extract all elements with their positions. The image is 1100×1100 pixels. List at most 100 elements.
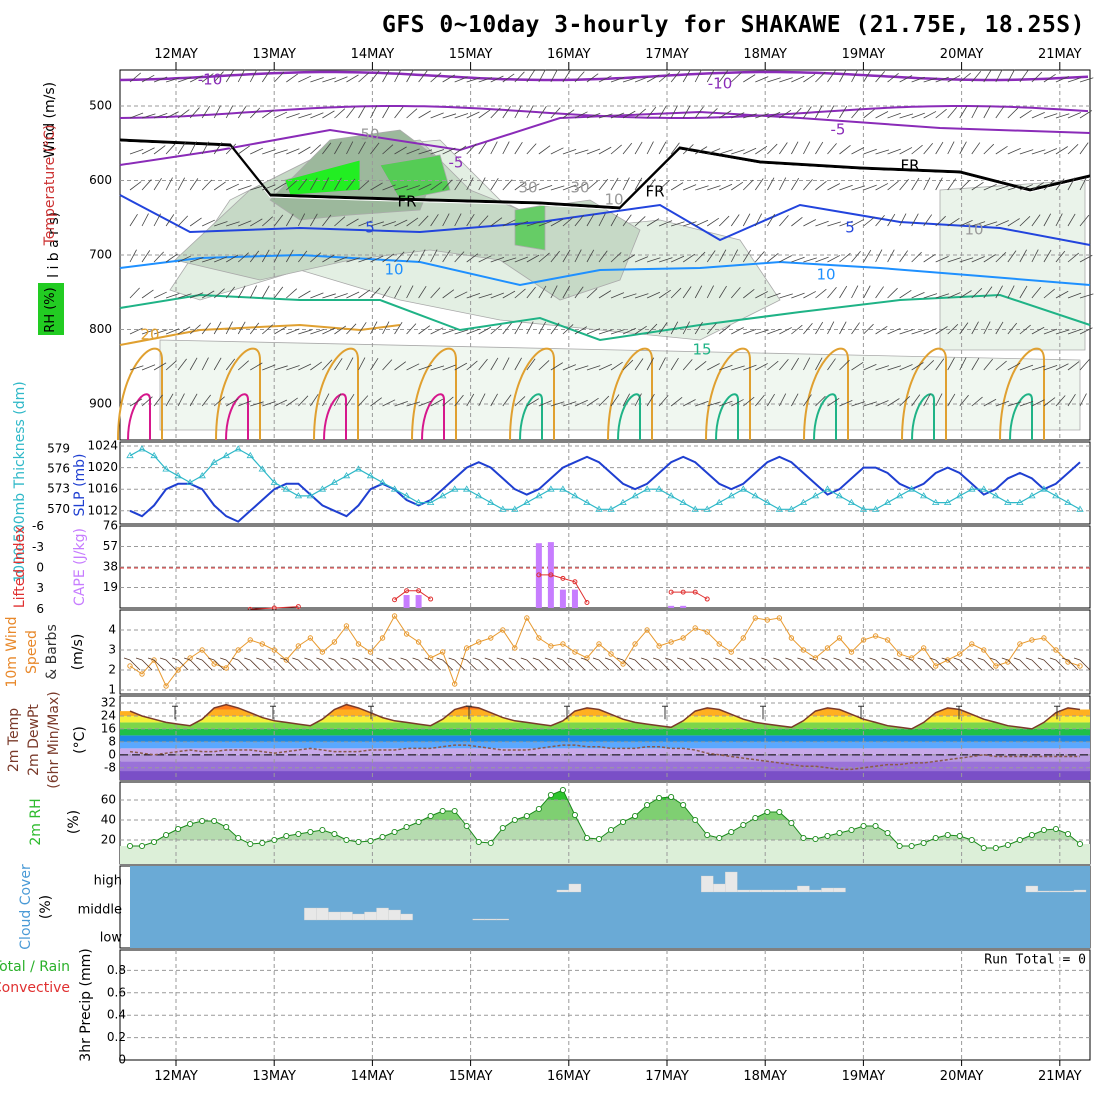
wind-barb: [298, 146, 311, 155]
wind-barb: [490, 357, 499, 371]
wind-barb: [1079, 393, 1087, 407]
wind-barb: [490, 75, 504, 83]
wind-barb: [863, 109, 875, 119]
wind-barb: [225, 286, 236, 299]
pressure-tick-label: 800: [89, 322, 112, 336]
surface-wind-barb: [358, 659, 369, 671]
surface-wind-barb: [430, 659, 441, 671]
temp-tick-label: -8: [104, 760, 116, 774]
bottom-date-label: 14MAY: [351, 1069, 395, 1084]
wind-barb: [129, 365, 144, 371]
wind-barb: [983, 105, 991, 119]
cape-tick-label: 57: [103, 539, 118, 553]
top-date-label: 17MAY: [645, 47, 689, 62]
rh-point: [451, 807, 458, 815]
thickness-point: [679, 498, 687, 506]
thickness-point: [727, 492, 736, 499]
wind-barb: [1019, 324, 1031, 335]
wind-barb: [959, 322, 969, 335]
wind-barb: [959, 72, 971, 83]
wind-barb: [514, 256, 529, 263]
wind-barb: [851, 251, 861, 263]
thickness-point: [571, 492, 579, 499]
wind-barb: [310, 394, 319, 407]
wind-barb: [875, 400, 889, 407]
wind-barb: [262, 109, 274, 119]
bottom-date-label: 13MAY: [252, 1069, 296, 1084]
wind-barb: [214, 256, 228, 263]
pressure-tick-label: 600: [89, 173, 112, 187]
wind-barb: [406, 69, 414, 83]
wind-barb: [718, 70, 728, 83]
wind-barb: [262, 149, 276, 155]
wind-barb: [1055, 178, 1065, 191]
rh-point: [355, 838, 362, 846]
rh-point: [475, 838, 482, 846]
isotherm-loop: [117, 347, 163, 441]
wind-barb: [322, 214, 332, 227]
surface-wind-barb-flag: [989, 657, 996, 661]
wind-barb: [430, 149, 445, 155]
wind-barb: [141, 113, 156, 119]
wind-barb: [478, 293, 493, 299]
wind-barb: [442, 289, 455, 299]
wind-barb: [454, 251, 465, 263]
wind-barb: [346, 218, 359, 227]
wind-barb: [454, 362, 468, 371]
pressure-tick-label: 700: [89, 248, 112, 262]
wind-barb: [682, 144, 694, 155]
wind-barb: [887, 73, 899, 83]
thickness-point: [1076, 505, 1084, 512]
wind-barb: [586, 148, 601, 155]
wind-barb: [261, 70, 271, 83]
wind-barb: [249, 285, 257, 299]
wind-barb: [418, 183, 432, 191]
wind-barb: [586, 365, 601, 371]
wind-barb: [490, 292, 504, 299]
surface-wind-barb-flag: [1013, 657, 1020, 661]
wind-barb: [202, 257, 216, 263]
surface-wind-barb-flag: [857, 657, 864, 661]
wind-barb: [370, 142, 380, 155]
surface-wind-barb: [502, 659, 514, 671]
wind-barb: [358, 180, 370, 191]
surface-wind-barb: [1055, 659, 1067, 671]
wind-barb: [249, 250, 260, 263]
wind-barb: [742, 249, 751, 263]
wind-barb: [1031, 249, 1039, 263]
cloud-bar: [833, 887, 846, 893]
wind-speed-point: [632, 641, 638, 647]
surface-wind-barb-flag: [652, 657, 660, 661]
rh-point: [235, 834, 242, 842]
wind-barb: [911, 177, 920, 191]
thickness-tick-label: 570: [47, 502, 70, 516]
wind-barb: [1043, 249, 1052, 263]
wind-barb: [827, 321, 835, 335]
wind-barb: [418, 325, 431, 335]
surface-wind-barb-flag: [1061, 657, 1069, 661]
wind-barb: [490, 393, 498, 407]
wind-barb: [213, 321, 222, 335]
wind-barb: [394, 285, 402, 299]
wind-barb: [346, 291, 360, 299]
wind-barb: [358, 105, 366, 119]
wind-tick-label: 4: [108, 623, 116, 637]
cloud-bar: [304, 907, 317, 921]
wind-barb: [658, 180, 670, 191]
wind-speed-point: [476, 639, 482, 645]
wind-barb: [839, 400, 853, 407]
wind-barb: [466, 393, 475, 407]
wind-axis-label-1: 10m Wind: [4, 616, 20, 687]
wind-barb: [502, 290, 516, 299]
contour-label: 5: [365, 219, 375, 237]
wind-barb: [779, 142, 788, 155]
wind-barb: [827, 287, 837, 299]
cloud-bar: [1037, 890, 1051, 893]
wind-barb: [622, 214, 632, 227]
bottom-date-label: 15MAY: [449, 1069, 493, 1084]
wind-barb: [1079, 359, 1090, 371]
wind-barb: [298, 363, 312, 371]
surface-wind-barb: [237, 659, 249, 671]
bottom-date-label: 16MAY: [547, 1069, 591, 1084]
rh-point: [295, 830, 302, 838]
